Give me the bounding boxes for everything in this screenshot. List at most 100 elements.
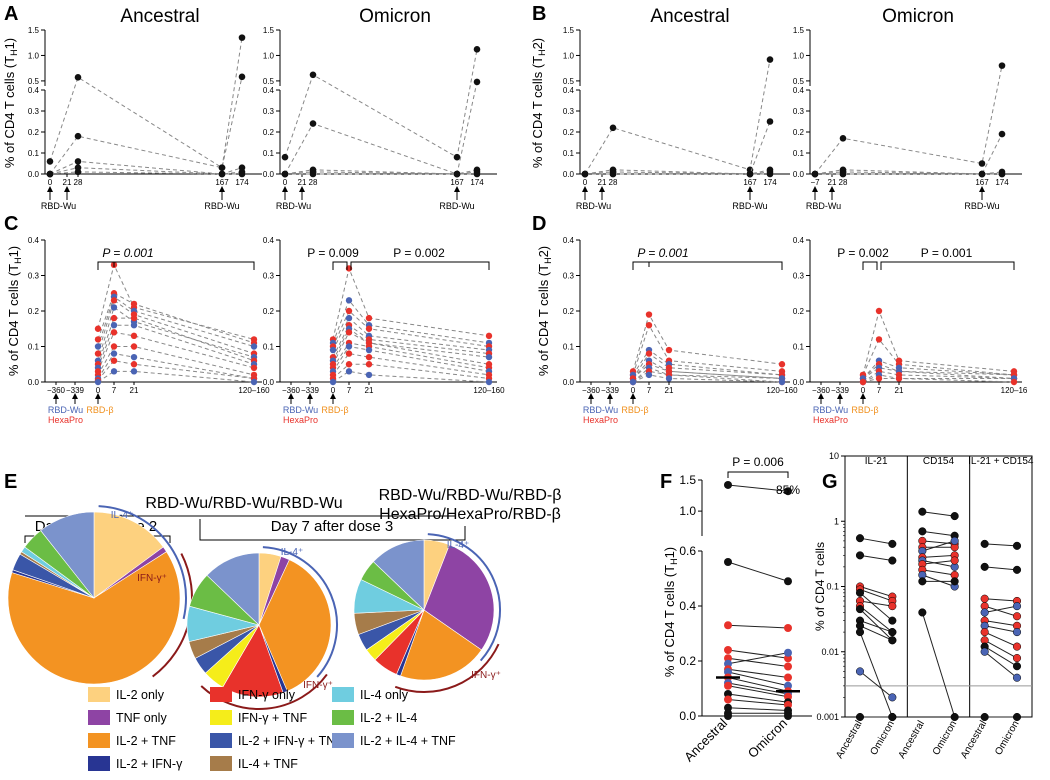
f-pair-line	[727, 677, 789, 692]
e-pie2-slice-11	[206, 552, 260, 626]
f-point-ancestral	[724, 712, 732, 720]
a-ancestral-arrow-head	[219, 186, 225, 192]
g-pair-line	[922, 540, 955, 545]
a-ancestral-point	[218, 164, 226, 171]
d-ancestral-series-line	[632, 370, 783, 383]
a-omicron-ytick-label: 0.4	[263, 86, 275, 95]
a-ancestral-xtick-label: 28	[74, 178, 83, 187]
f-ytick-label: 0.2	[679, 654, 696, 668]
c-ancestral-series-line	[97, 317, 255, 365]
a-omicron-point	[309, 120, 317, 127]
g-point-ancestral	[855, 588, 865, 597]
b-omicron-point	[998, 170, 1006, 178]
g-xtick-label: Ancestral	[897, 719, 927, 761]
d-ancestral-series-line	[632, 352, 783, 379]
d-ancestral-series-line	[632, 363, 783, 379]
g-point-ancestral	[980, 647, 989, 656]
g-xtick-label: Ancestral	[959, 719, 989, 761]
g-pair-line	[922, 560, 955, 565]
b-ancestral-xtick-label: 167	[743, 178, 757, 187]
c-omicron-point	[329, 346, 337, 354]
d-omicron-ytick-label: 0.3	[793, 272, 805, 281]
c-omicron-series-line	[332, 266, 490, 340]
a-omicron-xtick-label: 167	[450, 178, 464, 187]
c-omicron-point	[365, 361, 373, 368]
c-ancestral-xtick-label: 7	[112, 386, 117, 395]
g-pair-line	[984, 605, 1018, 617]
d-ancestral-point	[645, 350, 653, 357]
b-omicron-xtick-label: −7	[810, 178, 820, 187]
d-omicron-series-line	[862, 377, 1015, 383]
c-omicron-point	[345, 297, 353, 304]
g-point-ancestral	[855, 551, 865, 560]
g-ytick-label: 1	[834, 516, 839, 526]
g-point-omicron	[888, 693, 897, 702]
d-ancestral-arrow-head	[607, 393, 613, 399]
c-ancestral-point	[94, 336, 102, 343]
f-ytick-label: 0.0	[679, 709, 696, 723]
e-ifn-label: IFN-γ⁺	[137, 573, 167, 584]
g-point-omicron	[888, 712, 897, 722]
e-legend-swatch	[210, 710, 232, 725]
c-ancestral-point	[250, 378, 258, 386]
d-omicron-point	[875, 375, 883, 382]
c-omicron-xtick-label: 21	[365, 386, 374, 395]
f-bracket	[727, 471, 789, 478]
c-ancestral-point	[130, 332, 138, 340]
d-omicron-bracket	[862, 261, 878, 270]
g-point-ancestral	[855, 628, 865, 637]
a-ancestral-xtick-label: 0	[48, 178, 53, 187]
g-group-label: IL-21	[865, 456, 888, 467]
b-ancestral-series-line	[584, 121, 771, 175]
a-omicron-ytick-label: 1.0	[263, 51, 275, 60]
c-omicron-series-line	[332, 299, 490, 344]
d-ancestral-arrow-head	[588, 393, 594, 399]
b-omicron-arrow-label: RBD-Wu	[964, 201, 999, 211]
g-pair-line	[984, 651, 1018, 679]
d-omicron-bracket	[880, 261, 1015, 270]
b-ancestral-point	[766, 118, 774, 125]
c-ancestral-point	[94, 325, 102, 332]
a-omicron-arrow-head	[454, 186, 460, 192]
b-ancestral-point	[609, 124, 617, 132]
b-omicron-xtick-label: 28	[839, 178, 848, 187]
c-ylabel: % of CD4 T cells (TH1)	[6, 246, 23, 376]
f-point-omicron	[784, 673, 792, 682]
d-ancestral-arrow-label-rbdbeta: RBD-β	[621, 405, 648, 415]
c-omicron-bracket	[350, 261, 490, 270]
c-ancestral-arrow-head	[72, 393, 78, 399]
b-ancestral-point	[609, 170, 617, 178]
a-omicron-ytick-label: 0.0	[263, 170, 275, 179]
c-ancestral-point	[130, 314, 138, 322]
e-legend-label: IL-2 + IL-4	[360, 711, 417, 725]
d-omicron-arrow-label-rbdbeta: RBD-β	[851, 405, 878, 415]
a-ancestral-point	[218, 170, 226, 178]
g-pair-line	[984, 631, 1018, 648]
g-group-label: CD154	[923, 456, 955, 467]
e-legend-label: IL-4 + TNF	[238, 757, 298, 771]
panel-letter-g: G	[822, 471, 838, 493]
panel-e: RBD-Wu/RBD-Wu/RBD-Wu RBD-Wu/RBD-Wu/RBD-β H…	[7, 487, 561, 771]
g-pair-line	[984, 605, 1018, 613]
a-omicron-ytick-label: 1.5	[263, 26, 275, 35]
a-omicron-point	[473, 78, 481, 86]
panel-f: % of CD4 T cells (TH1) 0.0 0.2 0.4 0.6 1.0 1.5…	[662, 455, 812, 764]
g-ytick-label: 10	[829, 451, 839, 461]
b-omicron-xtick-label: 167	[975, 178, 989, 187]
g-point-omicron	[888, 616, 897, 625]
f-point-ancestral	[724, 668, 732, 676]
g-point-ancestral	[918, 608, 927, 617]
g-point-ancestral	[980, 562, 989, 571]
g-point-ancestral	[980, 628, 989, 637]
e-legend-label: IFN-γ only	[238, 688, 296, 702]
a-ancestral-ytick-label: 0.5	[28, 77, 40, 86]
g-point-omicron	[1012, 712, 1022, 722]
g-pair-line	[859, 631, 893, 718]
f-xtick-label: Omicron	[745, 716, 790, 761]
c-ancestral-point	[130, 300, 138, 308]
c-ancestral-point	[130, 322, 138, 329]
g-point-ancestral	[980, 594, 989, 603]
panel-a: % of CD4 T cells (TH1)0.00.10.20.30.40.5…	[2, 26, 497, 211]
c-ancestral-xtick-label: −360	[47, 386, 66, 395]
d-ancestral-xtick-label: 0	[631, 386, 636, 395]
